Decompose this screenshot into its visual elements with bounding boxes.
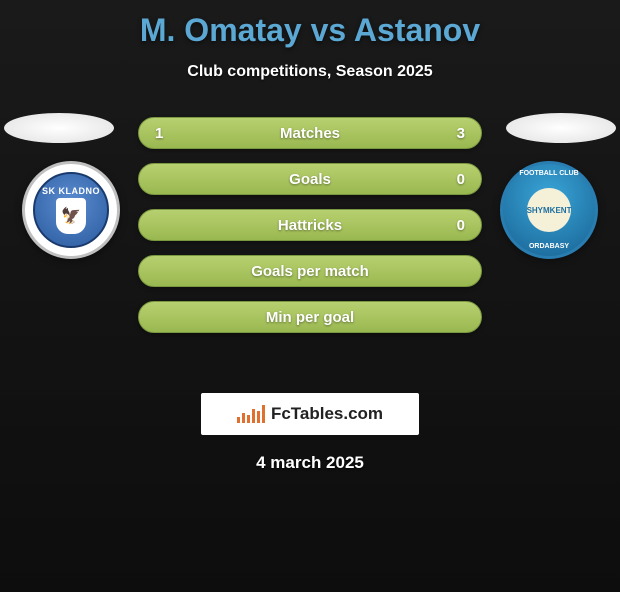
player-avatar-right — [506, 113, 616, 143]
stat-value-right: 0 — [457, 217, 465, 234]
club-name-right-bottom: ORDABASY — [529, 243, 569, 250]
brand-logo: FcTables.com — [201, 393, 419, 435]
stat-value-right: 3 — [457, 125, 465, 142]
player-avatar-left — [4, 113, 114, 143]
stat-value-right: 0 — [457, 171, 465, 188]
stat-row-min-per-goal: Min per goal — [138, 301, 482, 333]
brand-text: FcTables.com — [271, 404, 383, 424]
club-logo-left-inner: SK KLADNO 🦅 — [33, 172, 109, 248]
club-logo-right-inner: SHYMKENT — [527, 188, 571, 232]
stat-row-hattricks: Hattricks 0 — [138, 209, 482, 241]
stat-label: Goals — [139, 171, 481, 188]
stat-label: Hattricks — [139, 217, 481, 234]
stat-label: Goals per match — [139, 263, 481, 280]
stats-container: 1 Matches 3 Goals 0 Hattricks 0 Goals pe… — [138, 117, 482, 347]
stat-row-goals-per-match: Goals per match — [138, 255, 482, 287]
club-logo-right: FOOTBALL CLUB SHYMKENT ORDABASY — [500, 161, 598, 259]
stat-label: Min per goal — [139, 309, 481, 326]
club-logo-left: SK KLADNO 🦅 — [22, 161, 120, 259]
footer-date: 4 march 2025 — [0, 453, 620, 473]
stat-row-matches: 1 Matches 3 — [138, 117, 482, 149]
stat-value-left: 1 — [155, 125, 163, 142]
club-name-right-top: FOOTBALL CLUB — [519, 170, 578, 177]
chart-icon — [237, 405, 265, 423]
club-emblem-left: 🦅 — [56, 198, 86, 234]
stat-label: Matches — [139, 125, 481, 142]
club-name-left: SK KLADNO — [42, 186, 100, 196]
page-subtitle: Club competitions, Season 2025 — [0, 63, 620, 81]
stat-row-goals: Goals 0 — [138, 163, 482, 195]
page-title: M. Omatay vs Astanov — [0, 12, 620, 49]
comparison-area: SK KLADNO 🦅 FOOTBALL CLUB SHYMKENT ORDAB… — [0, 113, 620, 383]
